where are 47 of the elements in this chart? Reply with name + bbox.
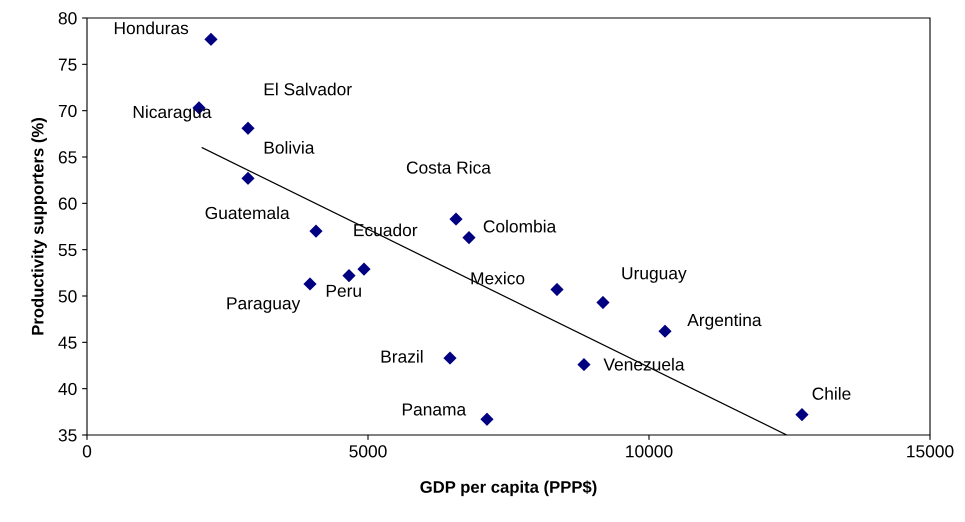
point <box>357 262 371 276</box>
annotation: Peru <box>326 284 361 297</box>
y-tick-label: 70 <box>58 104 77 118</box>
annotation: Argentina <box>687 313 762 330</box>
annotation: Guatemala <box>206 206 290 220</box>
point <box>462 231 476 244</box>
y-tick-label: 75 <box>58 58 77 71</box>
y-tick-label: 40 <box>58 382 77 396</box>
annotation: Bolivia <box>264 141 314 154</box>
annotation: Chile <box>812 387 850 400</box>
annotation: Brazil <box>382 350 422 363</box>
point <box>449 212 463 226</box>
point <box>204 32 218 46</box>
point <box>342 269 356 282</box>
y-tick-label: 45 <box>58 336 77 349</box>
y-axis-title: Productivity supporters (%) <box>31 118 47 335</box>
annotation: Uruguay <box>622 267 687 283</box>
x-axis-title: GDP per capita (PPP$) <box>420 480 596 496</box>
annotation: Paraguay <box>227 297 300 313</box>
annotation: Panama <box>402 403 466 416</box>
x-tick-label: 5000 <box>349 445 387 458</box>
y-tick-label: 60 <box>58 198 77 210</box>
y-tick-label: 80 <box>58 12 77 24</box>
point <box>577 358 591 372</box>
annotation: Costa Rica <box>406 160 491 174</box>
point <box>303 277 317 291</box>
point <box>795 408 809 422</box>
point <box>241 172 255 185</box>
point <box>241 122 255 135</box>
y-tick-label: 65 <box>58 151 77 164</box>
point <box>443 352 457 365</box>
annotation: Mexico <box>471 272 524 284</box>
annotation: El Salvador <box>264 82 352 96</box>
point <box>550 282 564 296</box>
x-tick-label: 10000 <box>626 445 672 458</box>
y-tick-label: 55 <box>58 244 77 256</box>
x-tick-label: 0 <box>82 445 92 458</box>
point <box>309 224 323 238</box>
annotation: Colombia <box>484 220 556 233</box>
y-tick-label: 50 <box>58 290 77 302</box>
point <box>658 324 672 338</box>
point <box>480 412 494 426</box>
x-tick-label: 15000 <box>907 445 954 458</box>
point <box>596 296 610 310</box>
annotation: Nicaragua <box>134 105 212 122</box>
y-tick-label: 35 <box>58 429 77 442</box>
annotation: Honduras <box>114 22 188 34</box>
